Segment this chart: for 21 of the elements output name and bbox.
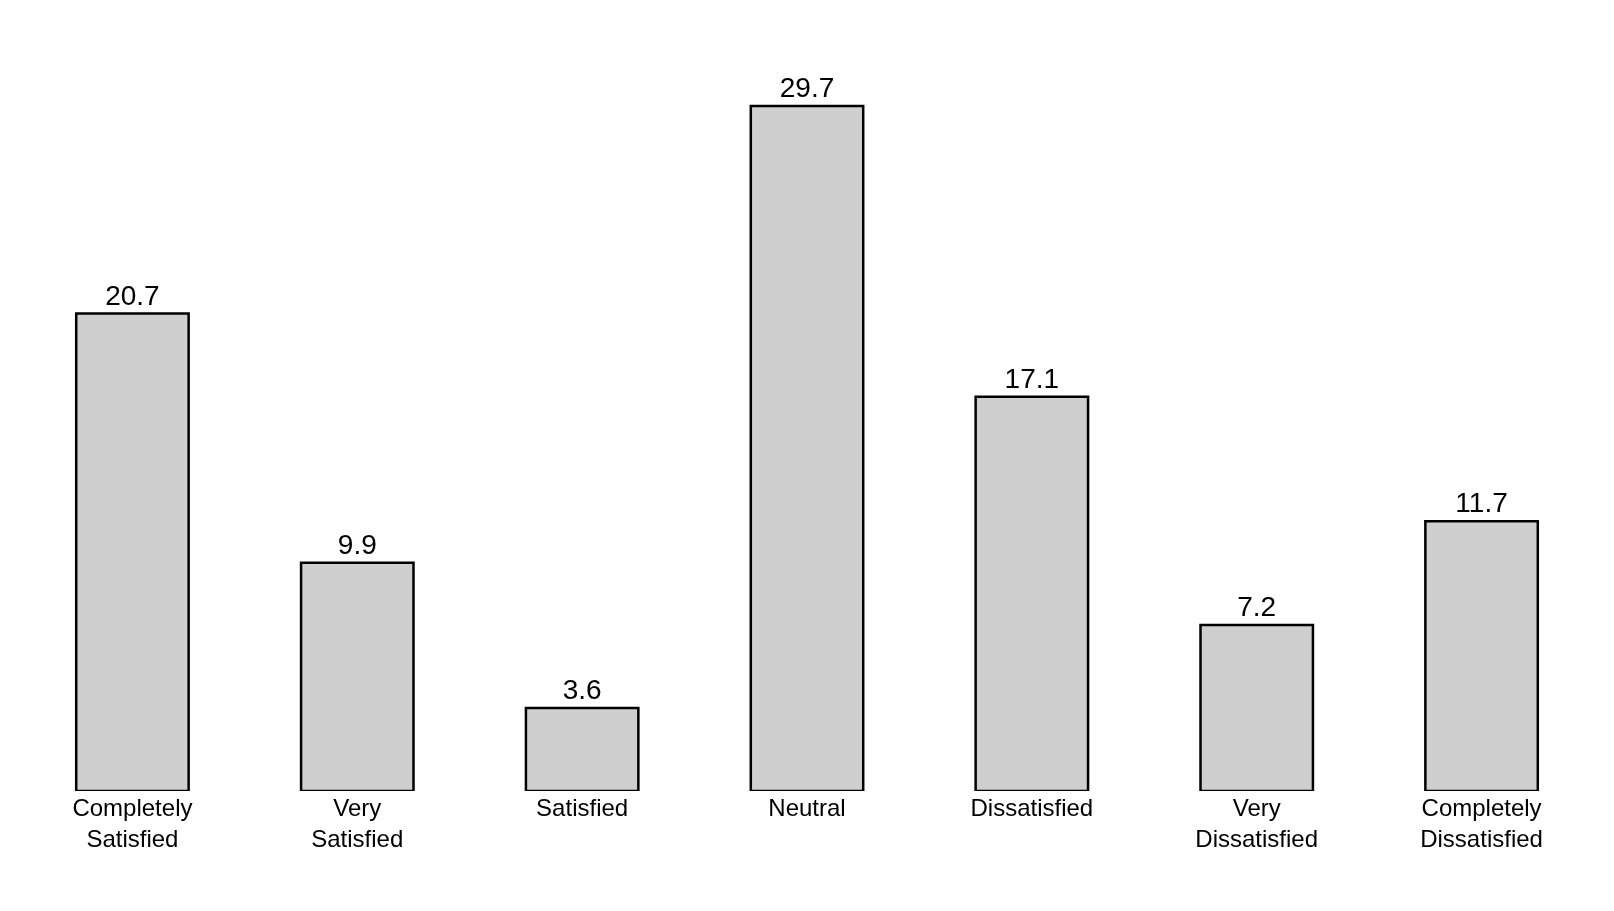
x-tick-label: Very Dissatisfied <box>1195 794 1319 853</box>
bar <box>974 395 1090 791</box>
x-tick-label: Completely Satisfied <box>72 794 193 853</box>
data-label: 7.2 <box>1237 590 1277 622</box>
data-label: 11.7 <box>1455 487 1508 519</box>
x-tick-label: Completely Dissatisfied <box>1420 794 1543 853</box>
x-tick-label: Very Satisfied <box>311 794 404 853</box>
data-label: 20.7 <box>105 279 160 311</box>
bar <box>74 312 190 791</box>
data-label: 3.6 <box>562 673 602 705</box>
x-tick-label: Neutral <box>768 794 846 821</box>
bar <box>1199 623 1315 791</box>
x-tick-label: Dissatisfied <box>970 794 1094 821</box>
data-label: 9.9 <box>337 528 377 560</box>
bar <box>299 561 415 791</box>
x-tick-label: Satisfied <box>536 794 629 821</box>
bar <box>1424 519 1540 791</box>
data-label: 17.1 <box>1004 362 1060 394</box>
bar <box>524 706 640 791</box>
data-label: 29.7 <box>779 72 835 104</box>
bar <box>749 104 865 791</box>
